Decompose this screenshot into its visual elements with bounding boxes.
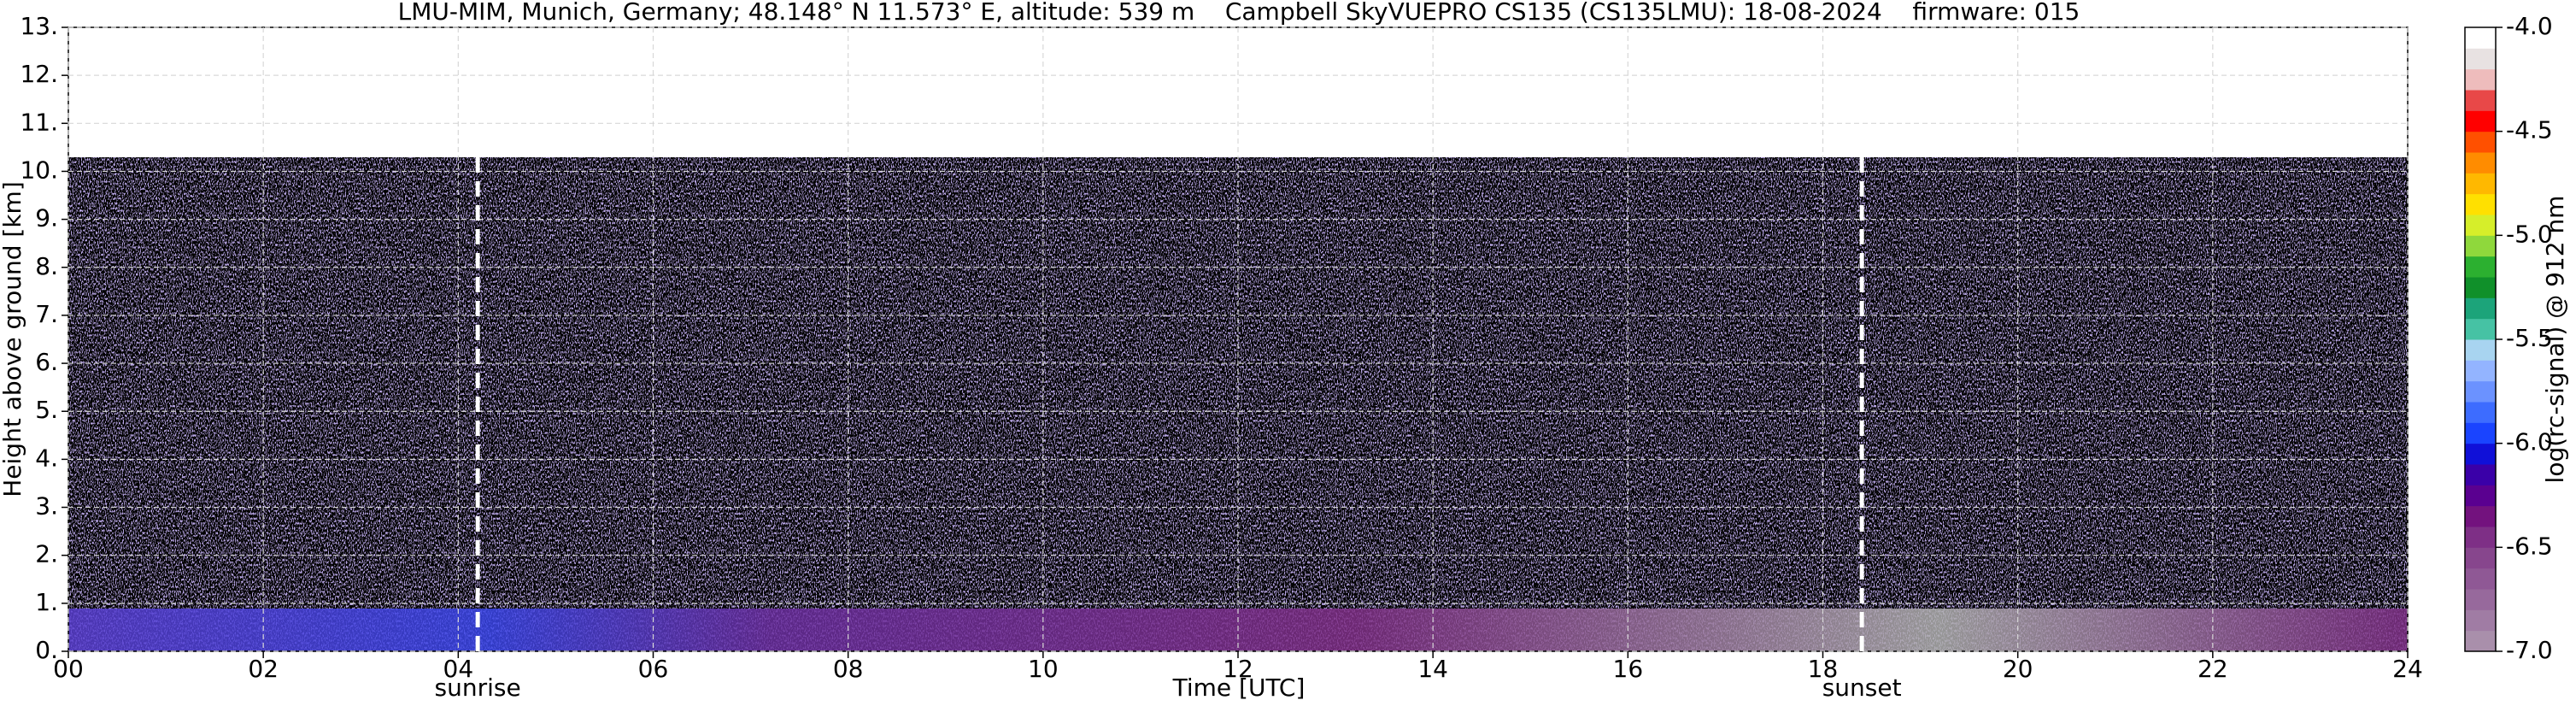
colorbar-band: [2465, 630, 2496, 652]
colorbar-band: [2465, 110, 2496, 132]
x-tick-label: 02: [248, 655, 279, 683]
colorbar-band: [2465, 215, 2496, 236]
colorbar-tick-label: -4.5: [2506, 116, 2553, 144]
y-axis-label: Height above ground [km]: [0, 181, 26, 497]
y-tick-label: 12.: [20, 60, 58, 88]
colorbar-band: [2465, 568, 2496, 590]
colorbar-band: [2465, 297, 2496, 320]
colorbar-band: [2465, 193, 2496, 215]
x-tick-label: 10: [1028, 655, 1059, 683]
colorbar-band: [2465, 339, 2496, 361]
x-tick-label: 14: [1417, 655, 1448, 683]
colorbar-band: [2465, 27, 2496, 49]
colorbar-band: [2465, 589, 2496, 610]
colorbar-tick-label: -7.0: [2506, 636, 2553, 664]
y-tick-label: 4.: [35, 444, 58, 472]
colorbar-tick-label: -5.5: [2506, 324, 2553, 352]
colorbar-band: [2465, 422, 2496, 444]
colorbar-band: [2465, 90, 2496, 111]
y-tick-label: 5.: [35, 396, 58, 424]
x-axis-label: Time [UTC]: [1172, 674, 1306, 702]
colorbar-band: [2465, 48, 2496, 70]
y-tick-label: 1.: [35, 588, 58, 616]
x-tick-label: 16: [1613, 655, 1644, 683]
y-tick-label: 2.: [35, 540, 58, 568]
colorbar-band: [2465, 527, 2496, 548]
colorbar-band: [2465, 68, 2496, 91]
colorbar-band: [2465, 443, 2496, 465]
chart-title: LMU-MIM, Munich, Germany; 48.148° N 11.5…: [398, 0, 2080, 26]
y-tick-label: 6.: [35, 348, 58, 376]
colorbar-tick-label: -5.0: [2506, 220, 2553, 248]
colorbar-band: [2465, 360, 2496, 382]
colorbar-band: [2465, 505, 2496, 527]
y-tick-label: 7.: [35, 300, 58, 328]
colorbar-band: [2465, 277, 2496, 298]
y-tick-label: 3.: [35, 492, 58, 521]
colorbar-band: [2465, 402, 2496, 423]
x-tick-label: 12: [1223, 655, 1253, 683]
colorbar-band: [2465, 547, 2496, 569]
colorbar-band: [2465, 235, 2496, 257]
y-tick-label: 11.: [20, 108, 58, 136]
colorbar-tick-label: -4.0: [2506, 12, 2553, 40]
x-tick-label: 04: [443, 655, 474, 683]
annotation-label: sunrise: [435, 674, 521, 702]
colorbar-band: [2465, 131, 2496, 153]
y-tick-label: 10.: [20, 156, 58, 184]
y-tick-label: 8.: [35, 252, 58, 280]
colorbar-band: [2465, 256, 2496, 278]
x-tick-label: 20: [2003, 655, 2033, 683]
colorbar-band: [2465, 380, 2496, 403]
colorbar-band: [2465, 152, 2496, 174]
colorbar-tick-label: -6.5: [2506, 532, 2553, 560]
x-tick-label: 22: [2198, 655, 2228, 683]
colorbar-band: [2465, 173, 2496, 195]
colorbar-tick-label: -6.0: [2506, 428, 2553, 456]
x-tick-label: 08: [833, 655, 864, 683]
y-tick-label: 9.: [35, 204, 58, 232]
colorbar-band: [2465, 485, 2496, 507]
colorbar-band: [2465, 318, 2496, 340]
annotation-label: sunset: [1822, 674, 1902, 702]
x-tick-label: 06: [638, 655, 669, 683]
x-tick-label: 00: [53, 655, 84, 683]
colorbar-band: [2465, 464, 2496, 485]
colorbar-label: log(rc-signal) @ 912 nm: [2541, 196, 2569, 484]
y-tick-label: 13.: [20, 12, 58, 40]
x-tick-label: 24: [2392, 655, 2423, 683]
colorbar-band: [2465, 609, 2496, 632]
y-tick-label: 0.: [35, 636, 58, 664]
x-tick-label: 18: [1808, 655, 1839, 683]
